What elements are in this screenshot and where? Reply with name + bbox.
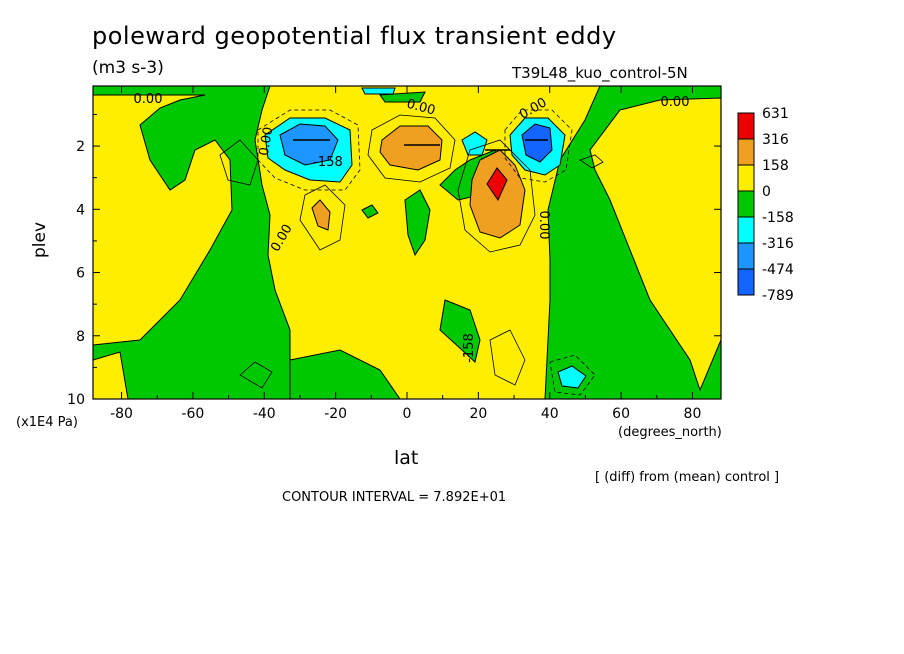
legend-level-label: 631	[762, 106, 789, 122]
field-green-pocket-1	[404, 189, 431, 257]
field-green-pocket-6	[289, 349, 401, 399]
field-orange-eq	[379, 125, 443, 171]
x-tick-label: 60	[612, 406, 630, 422]
field-cyan-top	[361, 87, 396, 95]
legend-swatch	[737, 242, 755, 270]
contour-line-1	[219, 139, 259, 186]
x-axis-unit: (degrees_north)	[618, 425, 722, 440]
legend-level-label: -158	[762, 210, 794, 226]
x-tick-label: 0	[403, 406, 412, 422]
y-tick-label: 2	[76, 139, 85, 155]
legend-level-label: -316	[762, 236, 794, 252]
field-red-nh	[486, 167, 508, 202]
contour-interval-note: CONTOUR INTERVAL = 7.892E+01	[282, 490, 507, 505]
dataset-label: T39L48_kuo_control-5N	[512, 64, 688, 82]
chart-units: (m3 s-3)	[92, 58, 164, 78]
legend-level-label: 0	[762, 184, 771, 200]
diff-note: [ (diff) from (mean) control ]	[595, 470, 780, 485]
contour-line-2	[299, 184, 346, 251]
field-blue-sh	[279, 123, 339, 166]
legend-swatch	[737, 138, 755, 166]
x-tick-label: -20	[324, 406, 347, 422]
field-blue-nh	[521, 123, 553, 163]
legend-swatch	[737, 164, 755, 192]
x-tick-label: -40	[253, 406, 276, 422]
contour-line-7	[239, 361, 273, 389]
legend-swatch	[737, 268, 755, 296]
x-tick-label: 20	[469, 406, 487, 422]
legend-level-label: -474	[762, 262, 794, 278]
x-tick-label: -60	[181, 406, 204, 422]
field-green-pocket-4	[361, 204, 379, 219]
contour-line-6	[489, 329, 526, 386]
x-tick-label: 80	[684, 406, 702, 422]
contour-label: 0.00	[661, 95, 690, 110]
dashed-contour-2	[504, 109, 573, 183]
field-green-pocket-3	[439, 299, 481, 363]
legend-swatch	[737, 216, 755, 244]
legend-level-label: 158	[762, 158, 789, 174]
x-tick-label: 40	[541, 406, 559, 422]
field-yellow-sw-corner	[93, 351, 129, 399]
contour-line-5	[579, 154, 604, 169]
contour-label: 0.00	[536, 211, 551, 240]
contour-label: 0.00	[405, 97, 437, 119]
field-orange-sh	[311, 199, 331, 231]
y-tick-label: 6	[76, 266, 85, 282]
contour-label: 0.00	[134, 92, 163, 107]
x-tick-label: -80	[110, 406, 133, 422]
contour-label-minus158: -158	[313, 155, 343, 170]
dashed-contour-1	[257, 109, 361, 191]
legend-level-label: 316	[762, 132, 789, 148]
contour-label: -158	[462, 333, 477, 363]
contour-label: 0.00	[257, 126, 277, 157]
legend-swatch	[737, 190, 755, 218]
field-cyan-lower	[557, 365, 587, 389]
field-yellow-north	[589, 97, 721, 392]
field-yellow-south	[93, 94, 233, 346]
y-axis-unit: (x1E4 Pa)	[16, 415, 78, 430]
y-tick-label: 8	[76, 329, 85, 345]
chart-title: poleward geopotential flux transient edd…	[92, 22, 617, 50]
y-tick-label: 4	[76, 202, 85, 218]
x-axis-label: lat	[394, 447, 419, 469]
y-tick-label: 10	[67, 392, 85, 408]
dashed-contour-3	[549, 354, 596, 396]
field-cyan-eq-small	[461, 131, 488, 156]
contour-line-3	[367, 114, 456, 183]
legend-swatch	[737, 112, 755, 140]
legend-level-label: -789	[762, 288, 794, 304]
